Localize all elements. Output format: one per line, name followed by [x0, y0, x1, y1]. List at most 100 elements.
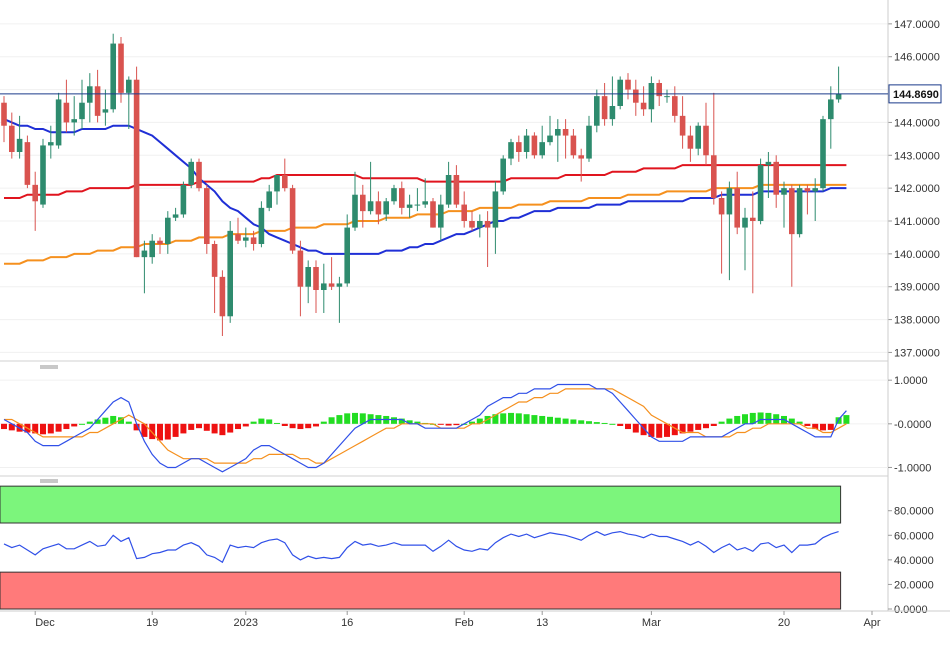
macd-histogram-bar [406, 420, 413, 424]
macd-histogram-bar [523, 414, 530, 424]
macd-panel: 1.0000 -0.0000 -1.0000 [0, 375, 931, 474]
price-panel: 147.0000146.0000145.0000144.0000143.0000… [0, 0, 942, 611]
price-tick-label: 141.0000 [894, 216, 940, 228]
candle-body [578, 155, 584, 159]
candle-body [625, 79, 631, 90]
candle-body [94, 86, 101, 116]
macd-histogram-bar [476, 418, 483, 424]
macd-histogram-bar [656, 423, 663, 438]
macd-histogram-bar [492, 414, 499, 424]
macd-histogram-bar [734, 415, 741, 424]
rsi-resize-handle[interactable] [40, 479, 58, 483]
candle-body [71, 119, 77, 123]
candle-body [640, 102, 647, 110]
macd-tick-label: -0.0000 [894, 419, 931, 431]
macd-histogram-bar [86, 421, 93, 424]
macd-histogram-bar [749, 412, 756, 424]
macd-histogram-bar [102, 417, 109, 424]
candle-body [757, 165, 764, 221]
macd-histogram-bar [632, 423, 639, 433]
candle-body [508, 142, 514, 159]
macd-histogram-bar [359, 413, 366, 424]
candle-body [172, 214, 179, 218]
macd-histogram-bar [305, 423, 312, 429]
macd-axis: 1.0000 -0.0000 -1.0000 [888, 375, 931, 474]
macd-histogram-bar [562, 418, 569, 424]
macd-histogram-bar [258, 418, 265, 424]
macd-histogram-bar [219, 423, 226, 436]
macd-histogram-bar [547, 416, 553, 424]
x-tick-label: 20 [778, 617, 790, 629]
candle-body [672, 96, 678, 116]
macd-histogram-bar [55, 423, 62, 432]
macd-histogram-bar [843, 415, 850, 424]
candle-body [321, 283, 327, 290]
candle-body [344, 227, 350, 284]
candle-body [313, 267, 319, 290]
macd-histogram-bar [664, 423, 670, 437]
candle-body [297, 250, 304, 287]
candle-body [40, 145, 46, 205]
rsi-panel: 80.0000 60.0000 40.0000 20.0000 0.0000 [0, 485, 934, 616]
rsi-line-path [3, 530, 839, 564]
macd-histogram-bar [1, 423, 7, 430]
candle-body [516, 142, 522, 152]
candle-body [235, 234, 241, 241]
macd-histogram-bar [820, 423, 826, 431]
candle-body [500, 158, 506, 192]
macd-histogram-bar [398, 418, 405, 424]
macd-histogram-bar [617, 423, 624, 426]
macd-histogram-bar [32, 423, 39, 434]
candle-body [211, 244, 218, 277]
candle-body [219, 276, 226, 317]
macd-histogram-bar [757, 412, 764, 424]
macd-histogram-bar [788, 418, 795, 424]
candle-body [79, 102, 85, 120]
macd-histogram-bar [180, 423, 187, 434]
macd-histogram-bar [804, 423, 811, 426]
rsi-line [3, 530, 839, 564]
macd-main-line [3, 383, 847, 473]
macd-histogram-bar [157, 423, 163, 441]
price-plot-area [0, 0, 888, 361]
macd-histogram-bar [539, 415, 546, 424]
macd-tick-label: -1.0000 [894, 462, 931, 474]
macd-histogram-bar [125, 421, 132, 424]
candle-body [617, 79, 623, 106]
macd-histogram-bar [211, 423, 218, 434]
macd-histogram-bar [71, 423, 78, 427]
macd-histogram-bar [625, 423, 631, 430]
macd-histogram-bar [500, 413, 507, 424]
candle-body [149, 240, 155, 258]
candle-body [258, 207, 265, 244]
macd-histogram-bar [469, 421, 475, 424]
x-tick-label: Dec [35, 617, 55, 629]
candle-body [414, 204, 421, 206]
candle-body [726, 188, 733, 215]
macd-histogram-bar [437, 423, 444, 425]
candle-body [477, 221, 483, 228]
candle-body [734, 188, 740, 228]
ma-fast-line [3, 118, 847, 255]
macd-histogram-bar [765, 412, 772, 424]
candle-body [336, 283, 343, 287]
macd-histogram-bar [328, 417, 335, 424]
price-tick-label: 142.0000 [894, 183, 940, 195]
rsi-overbought-zone [0, 485, 842, 524]
macd-histogram-bar [742, 414, 748, 424]
macd-histogram-bar [695, 423, 702, 430]
candle-body [711, 155, 717, 198]
macd-histogram-bar [149, 423, 156, 440]
candle-body [555, 129, 561, 136]
macd-resize-handle[interactable] [40, 365, 58, 369]
candle-body [352, 194, 358, 228]
rsi-tick-label: 80.0000 [894, 506, 934, 518]
candle-body [16, 138, 23, 152]
macd-histogram-bar [336, 415, 343, 424]
candle-body [289, 188, 296, 251]
macd-histogram-bar [8, 423, 15, 431]
rsi-tick-label: 0.0000 [894, 604, 928, 616]
macd-histogram-bar [352, 412, 358, 424]
candle-body [328, 283, 335, 287]
